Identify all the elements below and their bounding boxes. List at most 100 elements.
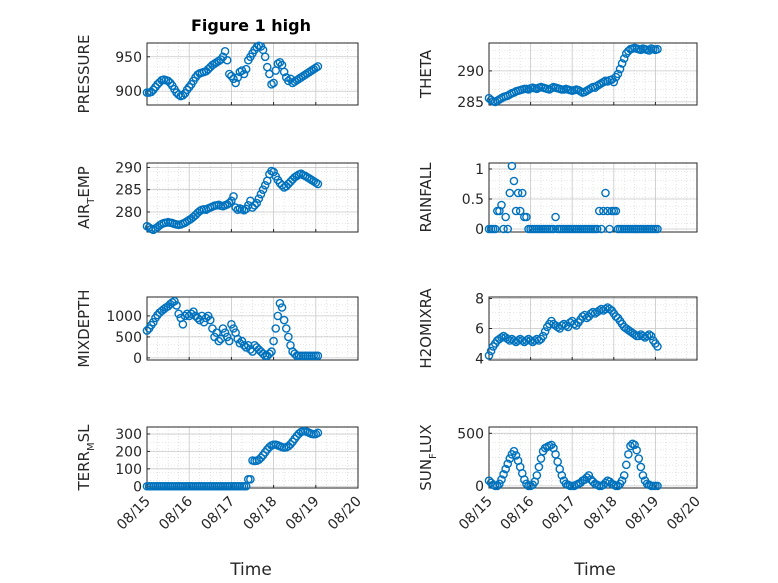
data-point (609, 77, 619, 87)
y-tick-label: 0 (475, 479, 484, 495)
data-point (597, 224, 606, 234)
data-point (256, 453, 266, 463)
data-point (220, 328, 230, 338)
data-point (284, 332, 293, 342)
data-point (254, 455, 264, 464)
data-point (505, 188, 515, 198)
data-point (239, 69, 249, 79)
axes-frame (146, 426, 359, 489)
x-tick-label: 08/15 (456, 494, 496, 534)
data-point (229, 192, 238, 201)
y-tick-label: 1 (475, 162, 484, 178)
x-tick-label: 08/19 (622, 494, 662, 534)
data-point (269, 336, 278, 346)
data-point (313, 428, 323, 438)
data-point (233, 334, 243, 344)
data-point (624, 450, 633, 459)
data-point (281, 181, 291, 191)
data-point (653, 224, 662, 234)
data-point (170, 296, 179, 306)
subplot-h2omixra: 4 6 8 H2OMIXRA (417, 288, 698, 369)
y-tick-label: 0.5 (462, 192, 484, 208)
data-point (305, 67, 314, 77)
y-axis-label: H2OMIXRA (417, 288, 435, 369)
data-point (584, 471, 594, 480)
data-point (267, 80, 276, 89)
data-point (313, 62, 323, 71)
data-point (313, 179, 323, 189)
y-tick-label: 6 (475, 322, 484, 338)
data-point (235, 338, 245, 348)
data-point (284, 76, 293, 86)
data-point (621, 460, 631, 470)
data-point (653, 342, 662, 351)
data-point (205, 315, 215, 325)
y-axis-label: TERRMSL (75, 424, 97, 492)
data-point (212, 57, 221, 67)
plot-area (489, 163, 697, 232)
y-axis-label: MIXDEPTH (75, 289, 93, 367)
data-point (241, 64, 251, 74)
y-tick-label: 950 (115, 50, 142, 66)
data-point (503, 459, 513, 469)
data-point (594, 206, 604, 216)
y-tick-label: 200 (115, 444, 142, 460)
data-point (271, 324, 281, 333)
y-tick-label: 280 (115, 205, 142, 221)
subplot-grid: 900 950 PRESSURE 285 290 THETA 280 285 290 AIRTEM… (75, 35, 704, 534)
x-tick-label: 08/15 (114, 494, 154, 534)
data-point (284, 179, 293, 189)
data-point (617, 476, 627, 485)
data-point (644, 330, 654, 339)
data-point (490, 224, 500, 234)
data-point (273, 59, 283, 68)
x-axis-label-left: Time (229, 560, 272, 580)
data-point (222, 55, 232, 65)
data-point (607, 75, 617, 84)
y-tick-label: 300 (115, 427, 142, 443)
subplot-mixdepth: 0 500 1000 MIXDEPTH (75, 289, 359, 368)
data-point (630, 440, 639, 450)
axes-frame (146, 296, 359, 361)
data-point (229, 74, 238, 84)
data-point (646, 331, 656, 341)
data-point (187, 309, 196, 319)
data-point (252, 198, 262, 208)
data-point (178, 91, 188, 100)
data-point (309, 64, 318, 74)
data-point (218, 324, 228, 333)
data-point (231, 78, 240, 88)
data-point (243, 200, 253, 210)
data-point (644, 46, 654, 55)
data-point (517, 188, 527, 198)
data-point (237, 336, 247, 346)
data-point (619, 471, 629, 480)
data-point (248, 203, 257, 212)
data-point (279, 67, 289, 77)
data-point (522, 212, 531, 222)
data-point (229, 324, 238, 333)
axes-frame (488, 426, 698, 489)
y-axis-label: AIRTEMP (75, 166, 97, 229)
data-point (509, 446, 519, 456)
data-point (603, 206, 612, 216)
data-point (256, 189, 266, 199)
data-point (227, 196, 236, 206)
data-point (638, 471, 648, 480)
data-point (298, 71, 308, 81)
x-tick-label: 08/18 (241, 494, 281, 534)
data-point (642, 331, 652, 341)
data-point (269, 167, 278, 177)
data-point (294, 74, 304, 84)
x-tick-label: 08/20 (664, 494, 704, 534)
axes-frame (488, 42, 698, 106)
data-point (224, 69, 234, 79)
y-tick-label: 8 (475, 292, 484, 308)
data-point (513, 188, 523, 198)
y-tick-label: 0 (133, 351, 142, 367)
data-point (246, 474, 255, 484)
axes-frame (146, 42, 359, 106)
data-point (599, 206, 608, 216)
y-tick-label: 0 (133, 479, 142, 495)
